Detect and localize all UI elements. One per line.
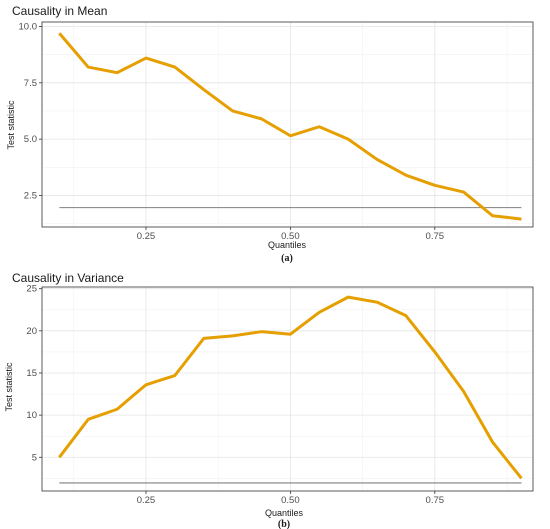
plot-area-a: 0.25 0.50 0.75 2.5 5.0 7.5 10.0	[19, 22, 534, 242]
y-tick-label-a: 7.5	[24, 78, 37, 89]
x-tick-label-a: 0.50	[281, 231, 300, 242]
chart-panel-b: Causality in Variance 0.25 0.50 0.75 5 10 15 2…	[4, 271, 534, 529]
x-tick-label-a: 0.75	[426, 231, 445, 242]
y-tick-label-a: 2.5	[24, 190, 37, 201]
x-tick-label-b: 0.75	[426, 495, 445, 506]
y-tick-label-b: 15	[26, 368, 37, 379]
x-tick-label-b: 0.50	[281, 495, 300, 506]
plot-area-b: 0.25 0.50 0.75 5 10 15 20 25	[26, 284, 534, 506]
panel-border-a	[41, 21, 534, 228]
y-tick-label-b: 5	[32, 452, 37, 463]
chart-title-b: Causality in Variance	[12, 271, 124, 285]
chart-title-a: Causality in Mean	[12, 4, 107, 18]
panel-caption-b: (b)	[278, 519, 290, 529]
panel-border-b	[41, 286, 534, 492]
x-axis-title-b: Quantiles	[265, 508, 304, 518]
panel-caption-a: (a)	[281, 253, 293, 264]
y-tick-label-b: 20	[26, 326, 37, 337]
x-axis-title-a: Quantiles	[268, 240, 307, 250]
y-tick-label-a: 10.0	[19, 22, 38, 33]
x-tick-label-b: 0.25	[137, 495, 156, 506]
y-axis-title-a: Test statistic	[6, 100, 16, 150]
y-tick-label-a: 5.0	[24, 134, 37, 145]
y-tick-label-b: 10	[26, 410, 37, 421]
y-axis-title-b: Test statistic	[4, 362, 14, 412]
y-tick-label-b: 25	[26, 284, 37, 295]
chart-panel-a: Causality in Mean 0.25 0.50 0.75 2.5 5.0 7.5 1…	[6, 4, 534, 264]
x-tick-label-a: 0.25	[137, 231, 156, 242]
